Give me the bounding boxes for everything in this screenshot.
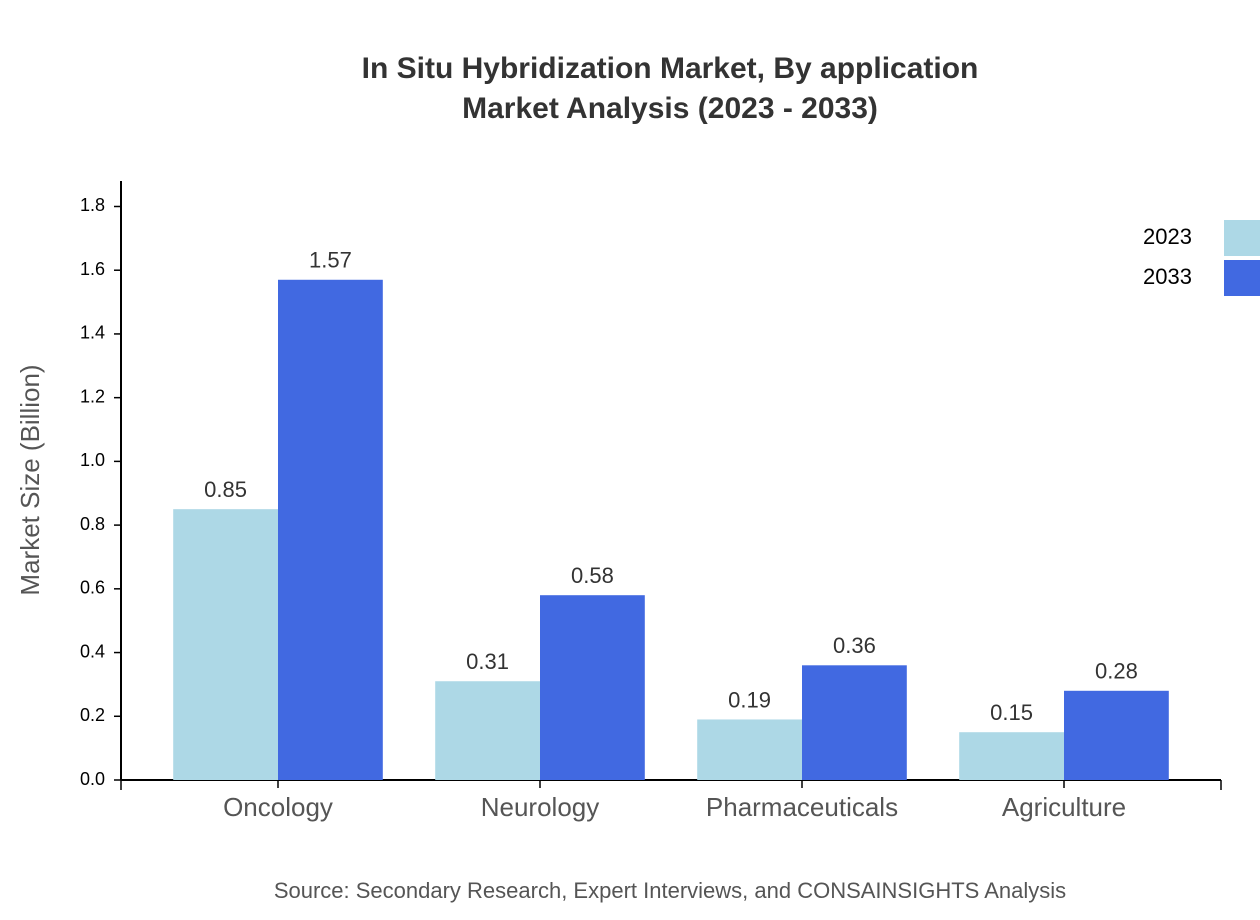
chart-title: Market Analysis (2023 - 2033) bbox=[462, 92, 878, 125]
bar bbox=[435, 681, 540, 780]
bar bbox=[278, 279, 383, 780]
legend-label: 2033 bbox=[1143, 264, 1192, 289]
chart-title: In Situ Hybridization Market, By applica… bbox=[362, 52, 979, 85]
legend-swatch bbox=[1224, 220, 1260, 256]
bar bbox=[173, 509, 278, 780]
legend-swatch bbox=[1224, 260, 1260, 296]
y-axis-label: Market Size (Billion) bbox=[15, 364, 45, 595]
legend-label: 2023 bbox=[1143, 224, 1192, 249]
value-label: 0.31 bbox=[466, 649, 509, 674]
x-tick-label: Oncology bbox=[223, 792, 333, 822]
bar bbox=[959, 732, 1064, 780]
y-tick-label: 1.6 bbox=[80, 259, 105, 279]
y-tick-label: 1.2 bbox=[80, 386, 105, 406]
y-tick-label: 1.4 bbox=[80, 323, 105, 343]
y-tick-label: 0.6 bbox=[80, 578, 105, 598]
y-tick-label: 0.8 bbox=[80, 514, 105, 534]
y-tick-label: 0.0 bbox=[80, 769, 105, 789]
x-tick-label: Agriculture bbox=[1002, 792, 1126, 822]
x-tick-label: Pharmaceuticals bbox=[706, 792, 898, 822]
y-tick-label: 1.0 bbox=[80, 450, 105, 470]
bar bbox=[802, 665, 907, 780]
value-label: 0.28 bbox=[1095, 659, 1138, 684]
source-note: Source: Secondary Research, Expert Inter… bbox=[274, 878, 1066, 903]
value-label: 0.58 bbox=[571, 563, 614, 588]
bar bbox=[540, 595, 645, 780]
y-tick-label: 1.8 bbox=[80, 195, 105, 215]
bar bbox=[697, 719, 802, 780]
value-label: 0.36 bbox=[833, 633, 876, 658]
y-tick-label: 0.4 bbox=[80, 641, 105, 661]
x-tick-label: Neurology bbox=[481, 792, 600, 822]
value-label: 0.15 bbox=[990, 700, 1033, 725]
bar bbox=[1064, 690, 1169, 780]
value-label: 0.85 bbox=[204, 477, 247, 502]
y-tick-label: 0.2 bbox=[80, 705, 105, 725]
value-label: 0.19 bbox=[728, 687, 771, 712]
value-label: 1.57 bbox=[309, 248, 352, 273]
